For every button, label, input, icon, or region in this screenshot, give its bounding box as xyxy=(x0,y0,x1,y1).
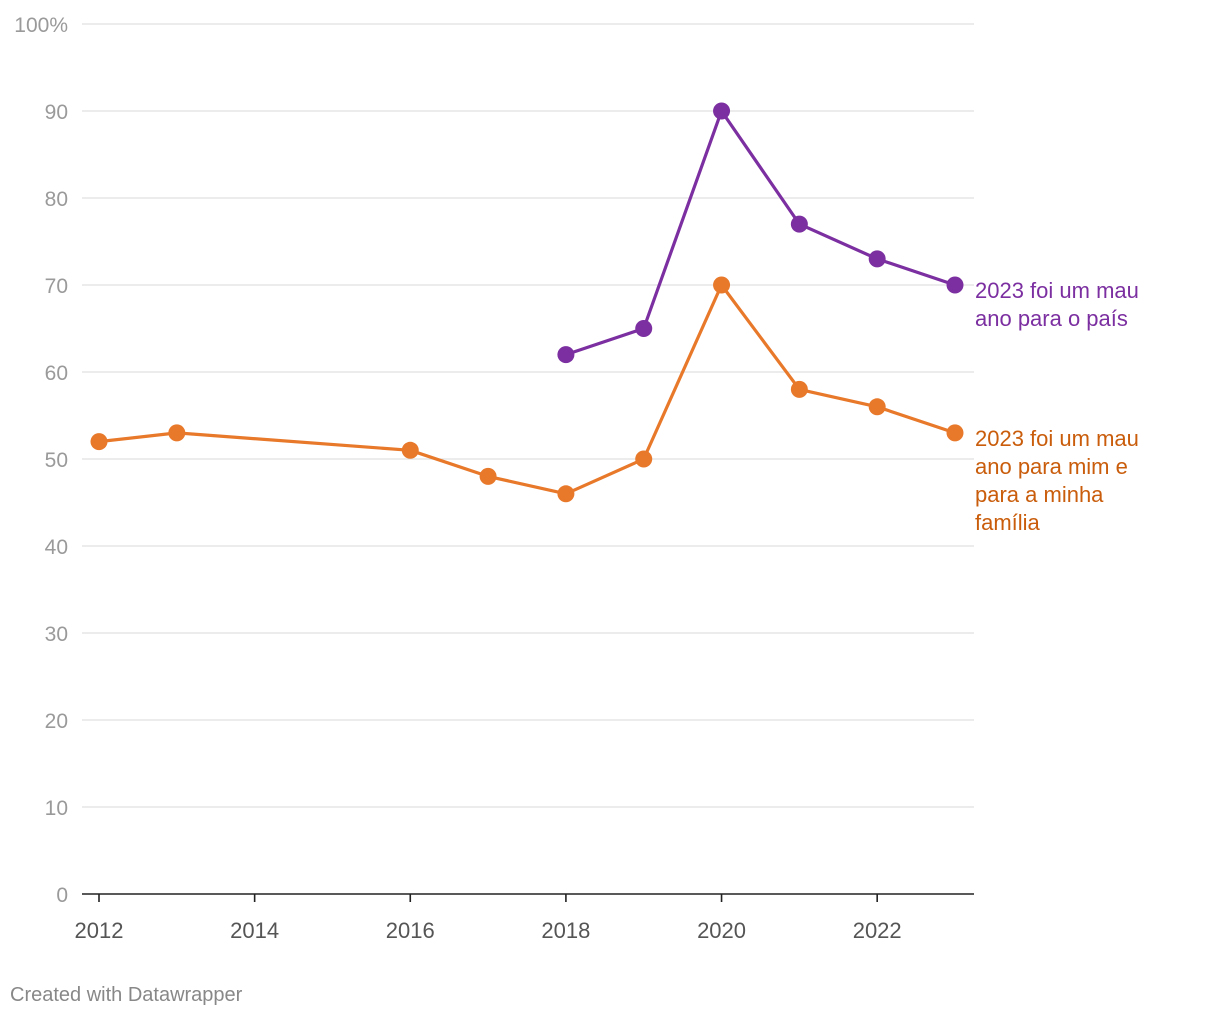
y-tick-label: 50 xyxy=(45,449,68,472)
data-point-familia xyxy=(401,441,419,459)
y-tick-label: 20 xyxy=(45,710,68,733)
x-tick-label: 2018 xyxy=(541,918,590,943)
series-line-pais xyxy=(564,109,957,357)
data-point-familia xyxy=(635,450,653,468)
x-tick-label: 2012 xyxy=(75,918,124,943)
y-tick-label: 30 xyxy=(45,623,68,646)
y-tick-label: 60 xyxy=(45,362,68,385)
data-point-pais xyxy=(635,320,653,337)
series-familia xyxy=(90,276,964,503)
data-point-familia xyxy=(946,424,964,442)
data-point-pais xyxy=(868,250,886,268)
x-tick-label: 2014 xyxy=(230,918,279,943)
y-axis: 0 10 20 30 40 50 60 70 80 90 100% xyxy=(14,14,68,907)
data-point-familia xyxy=(90,433,108,451)
y-tick-label: 80 xyxy=(45,188,68,211)
y-tick-label: 40 xyxy=(45,536,68,559)
series-label-line: 2023 foi um mau xyxy=(975,278,1139,303)
series-label-line: para a minha xyxy=(975,482,1104,507)
x-tick-label: 2022 xyxy=(853,918,902,943)
series-label-pais: 2023 foi um mau ano para o país xyxy=(975,278,1139,331)
series-layer xyxy=(90,102,964,503)
gridlines xyxy=(82,23,974,808)
data-point-pais xyxy=(713,102,731,120)
series-pais xyxy=(557,102,964,364)
x-tick-label: 2016 xyxy=(386,918,435,943)
data-point-familia xyxy=(557,485,575,503)
x-tick-label: 2020 xyxy=(697,918,746,943)
data-point-familia xyxy=(713,276,731,294)
y-tick-label: 100% xyxy=(14,14,68,37)
data-point-pais xyxy=(790,215,808,233)
data-point-familia xyxy=(790,380,808,398)
y-tick-label: 70 xyxy=(45,275,68,298)
series-label-line: família xyxy=(975,510,1041,535)
series-line-familia xyxy=(97,283,957,496)
y-tick-label: 90 xyxy=(45,101,68,124)
series-label-line: ano para o país xyxy=(975,306,1128,331)
data-point-pais xyxy=(946,276,964,294)
data-point-pais xyxy=(557,346,575,364)
credit-text: Created with Datawrapper xyxy=(10,984,243,1006)
data-point-familia xyxy=(479,467,497,485)
series-label-familia: 2023 foi um mau ano para mim e para a minh… xyxy=(975,426,1139,535)
x-axis: 2012 2014 2016 2018 2020 2022 xyxy=(75,893,974,943)
y-tick-label: 0 xyxy=(56,884,68,907)
y-tick-label: 10 xyxy=(45,797,68,820)
series-label-line: ano para mim e xyxy=(975,454,1128,479)
data-point-familia xyxy=(168,424,186,442)
data-point-familia xyxy=(868,398,886,416)
series-label-line: 2023 foi um mau xyxy=(975,426,1139,451)
